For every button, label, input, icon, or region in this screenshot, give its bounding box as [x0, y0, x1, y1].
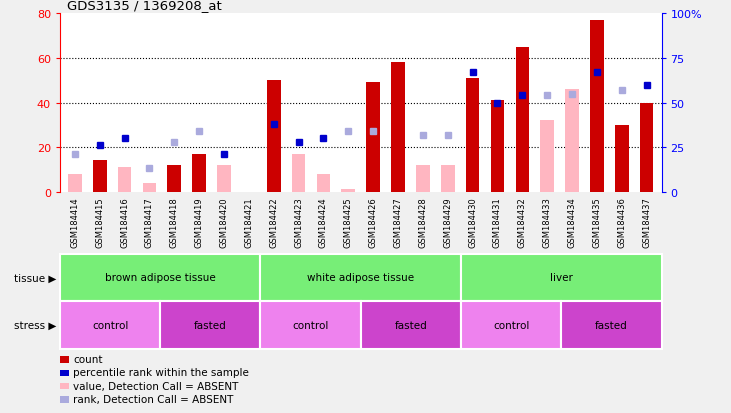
Text: GSM184426: GSM184426 — [368, 197, 378, 248]
Bar — [461, 301, 561, 349]
Text: fasted: fasted — [395, 320, 427, 330]
Bar — [60, 301, 160, 349]
Text: GSM184436: GSM184436 — [617, 197, 626, 248]
Text: GSM184432: GSM184432 — [518, 197, 527, 248]
Bar — [317, 174, 330, 192]
Bar — [192, 154, 206, 192]
Text: GSM184422: GSM184422 — [269, 197, 279, 247]
Bar — [416, 165, 430, 192]
Bar — [260, 254, 461, 301]
Text: GSM184424: GSM184424 — [319, 197, 328, 247]
Bar — [68, 174, 82, 192]
Text: GSM184435: GSM184435 — [592, 197, 602, 248]
Bar — [640, 103, 654, 192]
Text: GSM184419: GSM184419 — [194, 197, 204, 247]
Text: GSM184429: GSM184429 — [443, 197, 452, 247]
Bar — [466, 79, 480, 192]
Text: control: control — [292, 320, 329, 330]
Bar — [361, 301, 461, 349]
Text: GSM184415: GSM184415 — [95, 197, 105, 247]
Text: GSM184417: GSM184417 — [145, 197, 154, 248]
Text: percentile rank within the sample: percentile rank within the sample — [73, 368, 249, 377]
Text: brown adipose tissue: brown adipose tissue — [105, 273, 216, 283]
Bar — [160, 301, 260, 349]
Bar — [167, 165, 181, 192]
Text: fasted: fasted — [194, 320, 227, 330]
Text: GSM184437: GSM184437 — [642, 197, 651, 248]
Bar — [590, 21, 604, 192]
Bar — [60, 254, 260, 301]
Bar — [260, 301, 361, 349]
Text: GDS3135 / 1369208_at: GDS3135 / 1369208_at — [67, 0, 222, 12]
Bar — [366, 83, 380, 192]
Text: GSM184418: GSM184418 — [170, 197, 179, 248]
Bar — [441, 165, 455, 192]
Text: GSM184430: GSM184430 — [468, 197, 477, 248]
Bar — [118, 168, 132, 192]
Text: count: count — [73, 354, 102, 364]
Bar — [515, 48, 529, 192]
Text: GSM184428: GSM184428 — [418, 197, 428, 248]
Text: control: control — [92, 320, 128, 330]
Text: GSM184431: GSM184431 — [493, 197, 502, 248]
Bar — [292, 154, 306, 192]
Bar — [565, 90, 579, 192]
Bar — [217, 165, 231, 192]
Bar — [143, 183, 156, 192]
Text: GSM184427: GSM184427 — [393, 197, 403, 248]
Bar — [540, 121, 554, 192]
Text: rank, Detection Call = ABSENT: rank, Detection Call = ABSENT — [73, 394, 233, 404]
Bar — [461, 254, 662, 301]
Bar — [341, 190, 355, 192]
Text: GSM184425: GSM184425 — [344, 197, 353, 247]
Text: GSM184420: GSM184420 — [219, 197, 229, 247]
Text: tissue ▶: tissue ▶ — [14, 273, 56, 283]
Text: GSM184434: GSM184434 — [567, 197, 577, 248]
Text: control: control — [493, 320, 529, 330]
Bar — [561, 301, 662, 349]
Text: white adipose tissue: white adipose tissue — [307, 273, 414, 283]
Text: value, Detection Call = ABSENT: value, Detection Call = ABSENT — [73, 381, 238, 391]
Text: fasted: fasted — [595, 320, 628, 330]
Bar — [491, 101, 504, 192]
Bar — [93, 161, 107, 192]
Text: GSM184433: GSM184433 — [542, 197, 552, 248]
Bar — [615, 126, 629, 192]
Text: GSM184421: GSM184421 — [244, 197, 254, 247]
Text: stress ▶: stress ▶ — [14, 320, 56, 330]
Text: liver: liver — [550, 273, 572, 283]
Text: GSM184423: GSM184423 — [294, 197, 303, 248]
Bar — [267, 81, 281, 192]
Text: GSM184414: GSM184414 — [70, 197, 80, 247]
Bar — [391, 63, 405, 192]
Text: GSM184416: GSM184416 — [120, 197, 129, 248]
